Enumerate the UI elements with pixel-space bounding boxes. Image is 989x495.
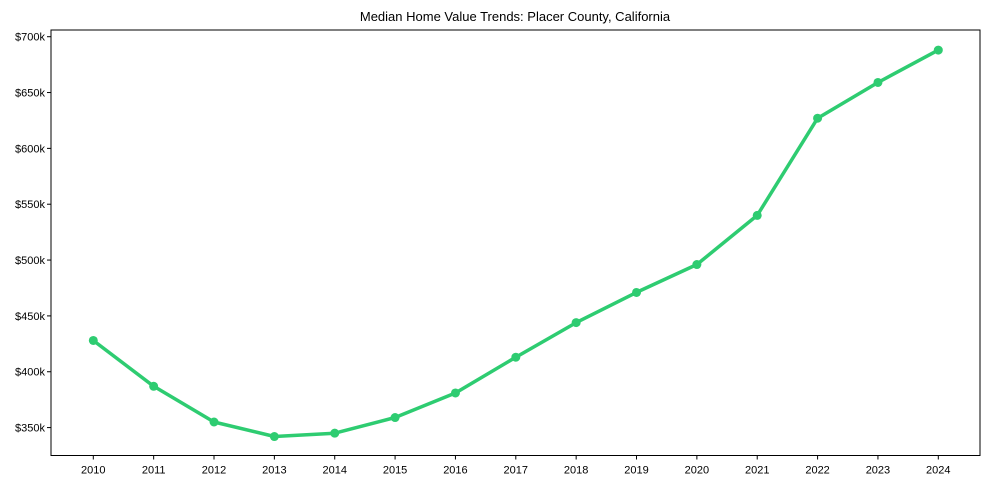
y-axis: $350k $400k $450k $500k $550k $600k $650k $700k [15, 32, 51, 435]
data-point-marker [752, 210, 762, 220]
data-point-marker [692, 260, 702, 270]
data-point-marker [511, 352, 521, 362]
data-point-marker [269, 432, 279, 442]
data-point-marker [450, 388, 460, 398]
y-tick-label: $400k [15, 367, 45, 379]
series-layer [88, 45, 943, 442]
x-tick-label: 2011 [142, 465, 166, 477]
y-tick-label: $600k [15, 143, 45, 155]
x-tick-label: 2017 [504, 465, 528, 477]
data-point-marker [873, 77, 883, 87]
y-tick-label: $550k [15, 199, 45, 211]
y-tick-label: $450k [15, 311, 45, 323]
y-tick-label: $650k [15, 88, 45, 100]
x-tick-label: 2013 [262, 465, 286, 477]
x-tick-label: 2014 [322, 465, 346, 477]
series-line [91, 48, 941, 439]
x-tick-label: 2016 [443, 465, 467, 477]
x-tick-label: 2023 [866, 465, 890, 477]
x-tick-label: 2012 [202, 465, 226, 477]
data-point-marker [813, 113, 823, 123]
x-axis: 2010 2011 2012 2013 2014 2015 2016 2017 2018 2019… [81, 455, 951, 477]
x-tick-label: 2018 [564, 465, 588, 477]
x-tick-label: 2022 [805, 465, 829, 477]
x-tick-label: 2010 [81, 465, 105, 477]
data-point-marker [571, 318, 581, 328]
chart-title: Median Home Value Trends: Placer County,… [360, 9, 671, 24]
y-tick-label: $500k [15, 255, 45, 267]
data-point-marker [330, 428, 340, 438]
data-point-marker [632, 287, 642, 297]
data-point-marker [149, 381, 159, 391]
data-point-marker [209, 417, 219, 427]
data-point-marker [933, 45, 943, 55]
data-point-marker [390, 413, 400, 423]
x-tick-label: 2015 [383, 465, 407, 477]
x-tick-label: 2020 [685, 465, 709, 477]
data-point-marker [88, 335, 98, 345]
x-tick-label: 2019 [624, 465, 648, 477]
x-tick-label: 2021 [745, 465, 769, 477]
x-tick-label: 2024 [926, 465, 950, 477]
y-tick-label: $350k [15, 423, 45, 435]
y-tick-label: $700k [15, 32, 45, 44]
plot-frame [50, 29, 981, 456]
